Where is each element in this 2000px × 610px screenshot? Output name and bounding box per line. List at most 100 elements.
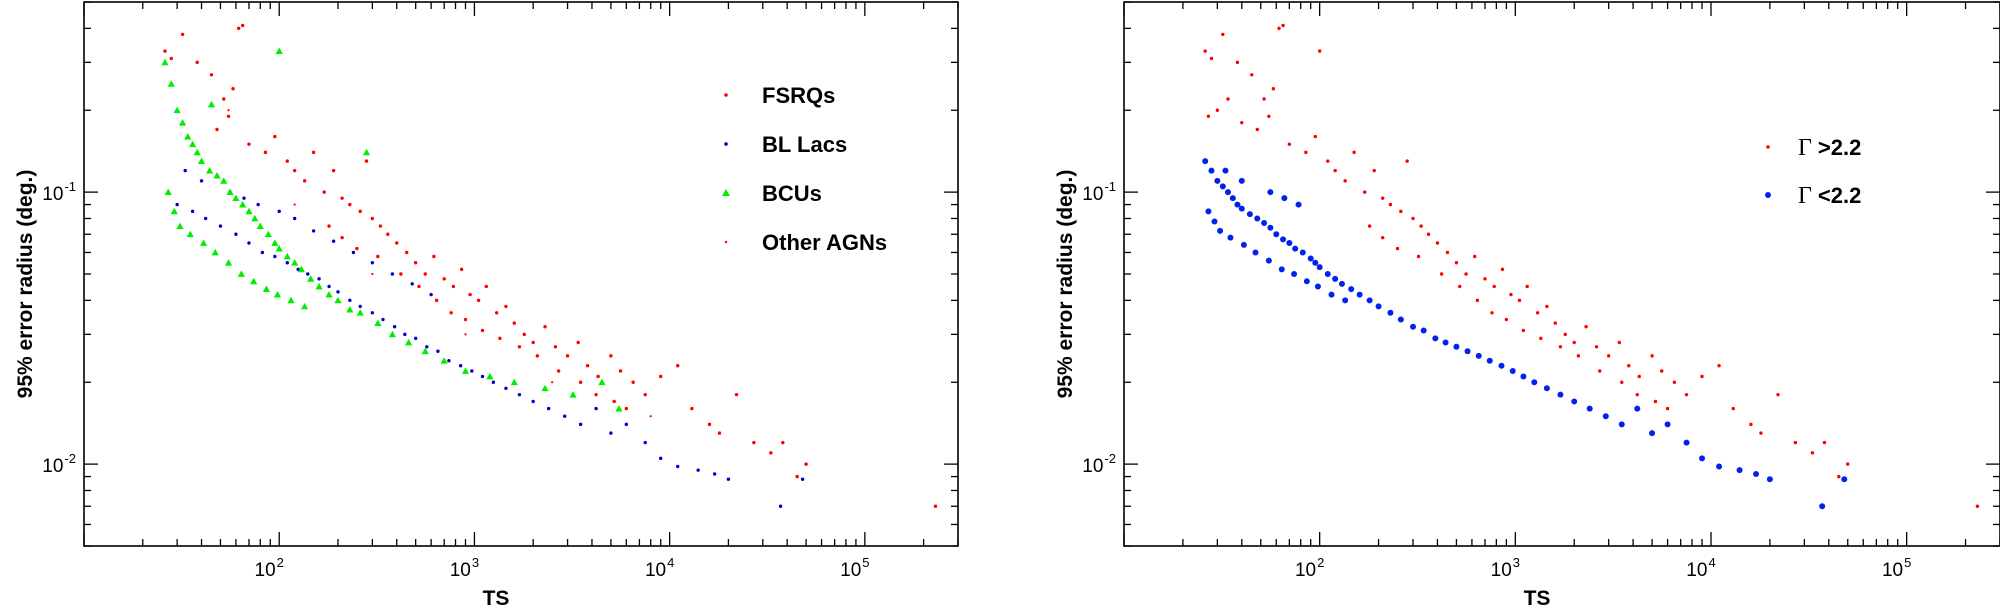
- data-point: [1348, 286, 1355, 293]
- legend-marker: [1766, 145, 1770, 149]
- data-point: [1594, 345, 1599, 349]
- data-point: [293, 203, 296, 206]
- data-point: [1454, 261, 1459, 265]
- data-point: [1445, 250, 1450, 255]
- data-point: [390, 272, 395, 276]
- data-point: [778, 504, 783, 508]
- data-point: [260, 250, 265, 255]
- data-point: [1240, 241, 1247, 248]
- data-point: [273, 290, 282, 298]
- data-point: [275, 244, 283, 252]
- data-point: [256, 222, 264, 229]
- data-point: [236, 26, 241, 31]
- data-point: [1572, 340, 1576, 345]
- data-point: [1286, 240, 1293, 247]
- data-point: [494, 311, 499, 315]
- data-point: [1240, 120, 1244, 125]
- data-point: [1255, 127, 1259, 132]
- data-point: [215, 127, 219, 132]
- data-point: [1520, 373, 1527, 380]
- data-point: [1420, 327, 1427, 334]
- data-point: [1342, 297, 1349, 304]
- data-point: [1753, 470, 1760, 477]
- data-point: [193, 148, 201, 156]
- data-point: [712, 472, 717, 476]
- data-point: [1328, 291, 1335, 298]
- series-4: [227, 109, 652, 418]
- data-point: [203, 216, 208, 221]
- data-point: [325, 290, 333, 298]
- data-point: [464, 333, 467, 336]
- data-point: [1397, 316, 1404, 323]
- data-point: [1543, 385, 1550, 392]
- data-point: [1316, 264, 1323, 271]
- x-axis-label: TS: [483, 587, 510, 610]
- data-point: [277, 209, 281, 214]
- data-point: [1278, 266, 1285, 273]
- data-point: [459, 267, 464, 272]
- data-point: [804, 462, 808, 466]
- data-point: [1271, 87, 1276, 91]
- data-point: [659, 374, 663, 379]
- data-point: [271, 239, 279, 246]
- legend-marker: [724, 93, 728, 97]
- data-point: [179, 119, 187, 126]
- data-point: [1453, 343, 1460, 350]
- x-tick-label: 104: [645, 555, 674, 581]
- data-point: [795, 474, 799, 479]
- data-point: [498, 336, 502, 341]
- data-point: [1229, 195, 1236, 202]
- data-point: [256, 202, 260, 207]
- data-point: [1700, 374, 1704, 379]
- data-point: [1432, 335, 1439, 342]
- data-point: [370, 216, 375, 221]
- data-point: [1292, 245, 1299, 252]
- data-point: [184, 132, 192, 140]
- data-point: [543, 325, 547, 329]
- data-point: [1650, 354, 1654, 358]
- data-point: [1419, 224, 1423, 228]
- x-tick-label: 103: [1491, 555, 1520, 581]
- data-point: [1352, 150, 1356, 155]
- data-point: [370, 311, 375, 315]
- data-point: [1313, 134, 1318, 139]
- data-point: [1545, 304, 1549, 309]
- data-point: [211, 248, 219, 256]
- legend: FSRQs BL Lacs BCUs Other AGNs: [722, 83, 887, 255]
- data-point: [1749, 422, 1753, 427]
- data-point: [199, 179, 204, 183]
- data-point: [707, 422, 712, 427]
- data-point: [643, 440, 647, 445]
- data-point: [1653, 399, 1658, 404]
- data-point: [1381, 235, 1385, 240]
- data-point: [556, 369, 561, 373]
- data-point: [1277, 26, 1281, 31]
- data-point: [222, 97, 226, 101]
- data-point: [1975, 504, 1980, 508]
- data-point: [1672, 380, 1677, 384]
- legend-marker: [1765, 192, 1771, 198]
- data-point: [1571, 398, 1578, 405]
- legend-entry: Γ >2.2: [1798, 135, 1861, 161]
- data-point: [463, 317, 468, 322]
- data-point: [1291, 271, 1298, 277]
- data-point: [1846, 462, 1850, 466]
- data-point: [1525, 284, 1529, 289]
- data-point: [1458, 284, 1462, 289]
- series-1: [1203, 23, 1980, 508]
- data-point: [436, 349, 440, 353]
- data-point: [239, 200, 247, 208]
- data-point: [1509, 292, 1513, 297]
- series-2: [1202, 158, 1848, 510]
- data-point: [301, 302, 309, 310]
- data-point: [1372, 168, 1376, 173]
- data-point: [395, 241, 399, 245]
- data-point: [1387, 309, 1394, 316]
- data-point: [1405, 159, 1409, 163]
- data-point: [565, 354, 570, 358]
- data-point: [1731, 406, 1735, 411]
- data-point: [226, 188, 234, 195]
- data-point: [1620, 380, 1624, 384]
- data-point: [1287, 142, 1292, 146]
- data-point: [598, 378, 606, 386]
